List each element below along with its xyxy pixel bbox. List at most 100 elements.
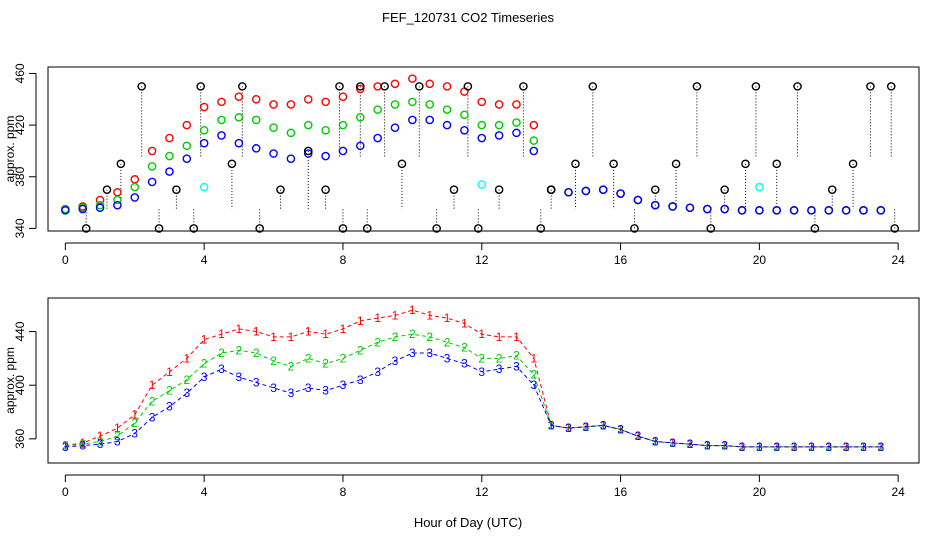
data-point [460,87,469,96]
data-point [356,141,365,151]
data-point [720,204,729,214]
data-point [473,224,483,233]
data-point-label: 2 [530,367,537,381]
data-point [338,146,348,156]
data-point [477,120,487,130]
data-point [251,115,261,125]
data-point-label: 1 [322,327,329,341]
data-point-label: 1 [270,330,277,344]
data-point [477,133,487,143]
data-point-label: 1 [218,327,225,341]
data-point [81,224,91,233]
data-point-label: 3 [513,359,520,373]
data-point-label: 2 [166,384,173,398]
data-point [390,100,400,109]
data-point-label: 3 [236,370,243,384]
data-point [165,167,174,176]
plot-frame [47,297,920,464]
data-point [321,185,330,194]
data-point [425,79,435,89]
x-tick-label: 20 [753,253,767,267]
data-point [755,182,764,192]
data-point [671,159,681,169]
data-point [772,206,782,215]
data-point-label: 3 [687,437,694,451]
data-point-label: 3 [444,351,451,365]
data-point [78,204,88,214]
data-point [380,82,389,91]
data-point-label: 3 [808,440,815,454]
data-point [113,187,122,197]
data-point [321,151,330,161]
data-point [116,159,126,169]
data-point-label: 1 [444,311,451,325]
data-point-label: 3 [114,435,121,449]
data-point [182,154,192,163]
data-point-label: 1 [236,322,243,336]
data-point-label: 2 [600,418,607,432]
data-point-label: 2 [374,335,381,349]
data-point-label: 1 [183,351,190,365]
data-point-label: 1 [131,408,138,422]
data-point [182,141,192,151]
data-point-label: 2 [270,354,277,368]
data-point-label: 3 [131,426,138,440]
data-point [113,195,122,205]
data-point [338,120,348,130]
x-tick-label: 8 [340,253,347,267]
data-point [650,200,660,210]
data-point-label: 1 [253,325,260,339]
data-point-label: 3 [79,439,86,453]
data-point-label: 3 [357,373,364,387]
x-tick-label: 16 [614,485,628,499]
data-point-label: 2 [478,351,485,365]
data-point [720,185,729,194]
data-point [276,185,285,194]
data-point [238,82,247,91]
y-tick-label: 340 [13,218,27,238]
data-point [529,120,539,130]
data-point-label: 2 [808,440,815,454]
data-point-label: 3 [825,440,832,454]
data-point [432,224,441,233]
data-point [841,206,851,215]
data-point [147,177,157,187]
data-point [609,159,618,169]
data-point-label: 1 [530,351,537,365]
data-point [217,97,226,107]
data-point-label: 3 [218,362,225,376]
data-point [876,206,886,215]
data-point [390,79,400,89]
data-point [196,82,205,91]
data-point [415,82,424,91]
data-point-label: 2 [79,437,86,451]
data-point-label: 3 [409,346,416,360]
data-point-label: 3 [374,365,381,379]
data-point-label: 2 [392,330,399,344]
data-point-label: 2 [201,357,208,371]
data-point-label: 3 [669,436,676,450]
data-point-label: 3 [843,440,850,454]
data-point [189,224,199,233]
data-point-label: 3 [548,418,555,432]
chart-title: FEF_120731 CO2 Timeseries [382,10,554,25]
data-point [824,206,834,215]
data-point [751,82,761,91]
data-point [685,203,695,213]
data-point [303,94,313,104]
data-point [217,131,226,140]
data-point-label: 1 [357,314,364,328]
data-point [512,118,521,127]
data-point-label: 1 [97,429,104,443]
data-point [286,100,296,109]
data-point [546,185,556,194]
y-tick-label: 460 [13,63,27,83]
data-point [408,74,417,83]
series-1 [61,74,886,215]
data-point-label: 3 [496,362,503,376]
data-point-label: 3 [183,386,190,400]
data-point [286,154,296,163]
data-point [390,123,400,132]
data-point [848,159,858,169]
data-point [95,203,105,213]
